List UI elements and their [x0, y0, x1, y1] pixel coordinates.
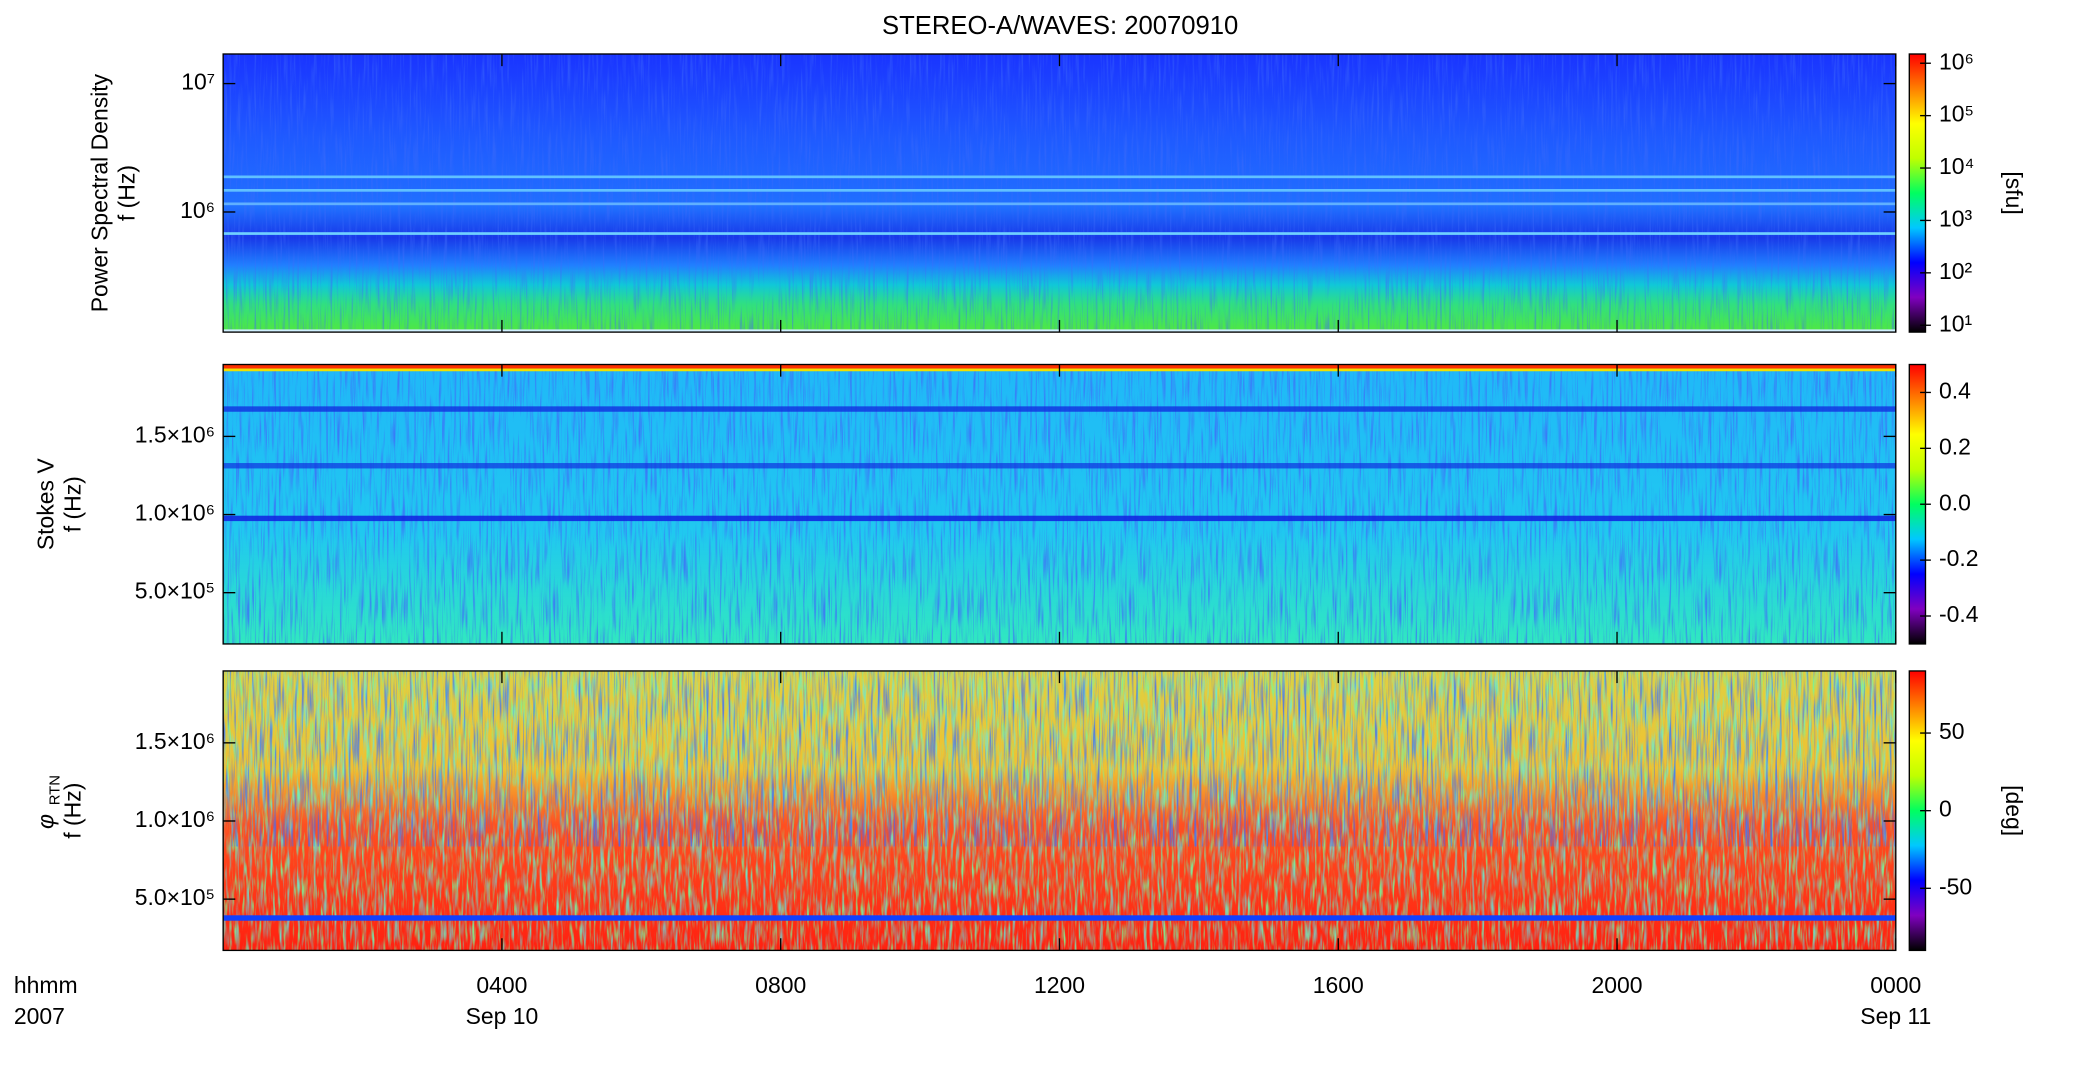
y-axis-label: Power Spectral Density — [87, 73, 113, 312]
y-tick-label: 10⁶ — [180, 197, 215, 223]
y-axis-unit: f (Hz) — [114, 165, 140, 221]
colorbar-tick-label: 10² — [1939, 258, 1973, 284]
colorbar-tick-label: 10⁴ — [1939, 153, 1974, 179]
x-tick-label: 0400 — [476, 972, 527, 998]
y-tick-label: 1.0×10⁶ — [135, 806, 215, 832]
y-axis-label: Power Spectral Density — [87, 73, 113, 312]
y-tick-label: 1.0×10⁶ — [135, 500, 215, 526]
y-axis-label: Stokes V — [33, 458, 59, 550]
y-tick-label: 5.0×10⁵ — [135, 884, 215, 910]
y-axis-unit: f (Hz) — [114, 165, 140, 221]
colorbar-tick-label: 0.0 — [1939, 489, 1971, 515]
y-axis-label: φ RTN — [33, 775, 64, 829]
y-axis-unit: f (Hz) — [60, 783, 86, 839]
x-tick-label: 0800 — [755, 972, 806, 998]
colorbar-tick-label: 10⁵ — [1939, 101, 1974, 127]
x-tick-label: 0000 — [1870, 972, 1921, 998]
colorbar-tick-label: -0.4 — [1939, 601, 1979, 627]
y-axis-unit: f (Hz) — [60, 476, 86, 532]
spectrogram-image — [223, 54, 1896, 951]
x-axis-year: 2007 — [14, 1003, 65, 1029]
y-tick-label: 1.5×10⁶ — [135, 421, 215, 447]
x-date-label: Sep 10 — [466, 1003, 539, 1029]
colorbar-label: [sfu] — [2001, 171, 2027, 214]
y-axis-label-subscript: RTN — [48, 775, 64, 805]
colorbar-tick-label: 0.4 — [1939, 378, 1971, 404]
colorbar-label: [deg] — [2001, 785, 2027, 836]
colorbar-tick-label: 0 — [1939, 796, 1952, 822]
x-tick-label: 2000 — [1592, 972, 1643, 998]
colorbar-tick-label: 10⁶ — [1939, 48, 1974, 74]
y-tick-label: 5.0×10⁵ — [135, 578, 215, 604]
colorbar-tick-label: 10³ — [1939, 206, 1973, 232]
y-axis-label: φ — [33, 814, 59, 829]
y-axis-unit: f (Hz) — [60, 783, 86, 839]
colorbar-label: [deg] — [2001, 785, 2027, 836]
x-date-label: Sep 11 — [1860, 1003, 1931, 1029]
colorbar-tick-label: 10¹ — [1939, 310, 1973, 336]
colorbar-tick-label: -0.2 — [1939, 545, 1979, 571]
x-tick-label: 1200 — [1034, 972, 1085, 998]
x-axis-label: hhmm — [14, 972, 78, 998]
colorbar-tick-label: -50 — [1939, 873, 1972, 899]
y-tick-label: 10⁷ — [181, 69, 215, 95]
x-tick-label: 1600 — [1313, 972, 1364, 998]
colorbar-label: [sfu] — [2001, 171, 2027, 214]
chart-title: STEREO-A/WAVES: 20070910 — [882, 12, 1238, 40]
y-tick-label: 1.5×10⁶ — [135, 728, 215, 754]
y-axis-label: Stokes V — [33, 458, 59, 550]
colorbar-tick-label: 50 — [1939, 718, 1965, 744]
colorbar — [1908, 53, 1927, 333]
y-axis-unit: f (Hz) — [60, 476, 86, 532]
colorbar-tick-label: 0.2 — [1939, 433, 1971, 459]
